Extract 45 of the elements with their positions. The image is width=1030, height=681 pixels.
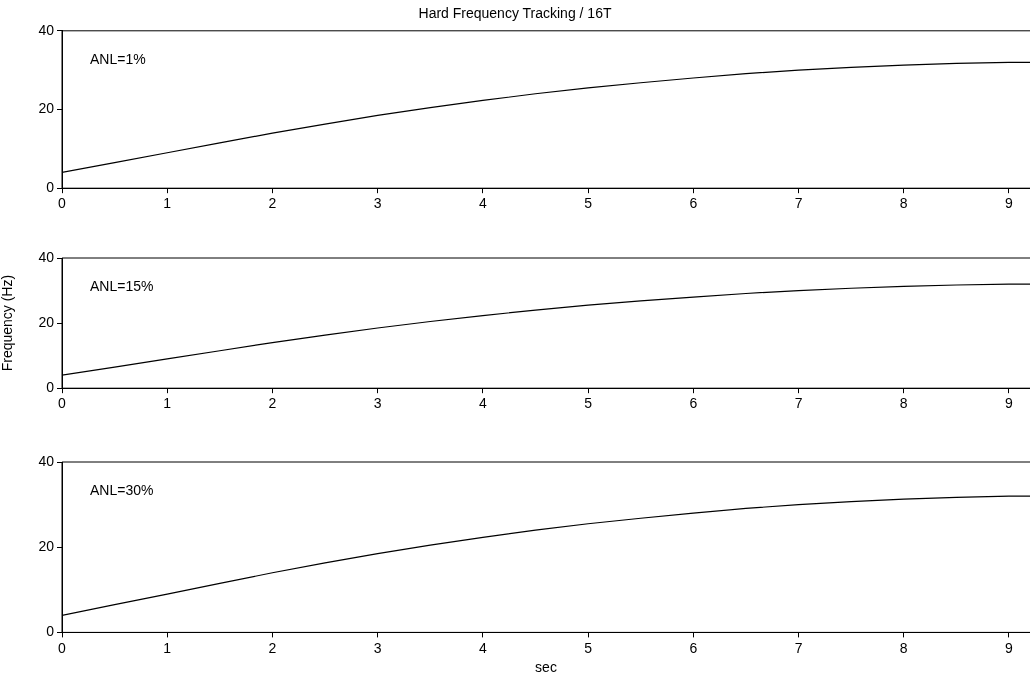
x-tick-label: 7 [794,639,803,656]
y-axis-title: Frequency (Hz) [0,274,16,372]
x-tick-label: 3 [373,395,382,412]
annotation: ANL=30% [90,481,154,498]
x-axis-title: sec [535,659,557,676]
x-tick-label: 9 [1005,395,1014,412]
x-tick-label: 8 [899,395,908,412]
x-tick-label: 6 [689,195,698,212]
x-tick-label: 4 [478,639,487,656]
x-tick-label: 0 [58,639,67,656]
annotation: ANL=15% [90,277,154,294]
x-tick-label: 8 [899,195,908,212]
y-tick-label: 40 [38,452,55,469]
y-tick-label: 40 [38,21,55,38]
x-tick-label: 5 [584,639,593,656]
x-tick-label: 6 [689,639,698,656]
x-tick-label: 2 [268,395,277,412]
y-tick-label: 0 [46,179,55,196]
x-tick-label: 2 [268,639,277,656]
x-tick-label: 7 [794,395,803,412]
x-tick-label: 4 [478,195,487,212]
x-tick-label: 1 [163,195,172,212]
x-tick-label: 1 [163,395,172,412]
y-tick-label: 20 [38,100,55,117]
x-tick-label: 4 [478,395,487,412]
x-tick-label: 8 [899,639,908,656]
x-tick-label: 2 [268,195,277,212]
x-tick-label: 6 [689,395,698,412]
y-tick-label: 20 [38,313,55,330]
x-tick-label: 7 [794,195,803,212]
x-tick-label: 0 [58,195,67,212]
y-tick-label: 40 [38,248,55,265]
chart-title: Hard Frequency Tracking / 16T [418,5,612,22]
x-tick-label: 0 [58,395,67,412]
x-tick-label: 3 [373,195,382,212]
y-tick-label: 0 [46,623,55,640]
x-tick-label: 9 [1005,195,1014,212]
x-tick-label: 5 [584,395,593,412]
x-tick-label: 3 [373,639,382,656]
annotation: ANL=1% [90,50,146,67]
y-tick-label: 20 [38,538,55,555]
y-tick-label: 0 [46,379,55,396]
x-tick-label: 1 [163,639,172,656]
x-tick-label: 9 [1005,639,1014,656]
x-tick-label: 5 [584,195,593,212]
